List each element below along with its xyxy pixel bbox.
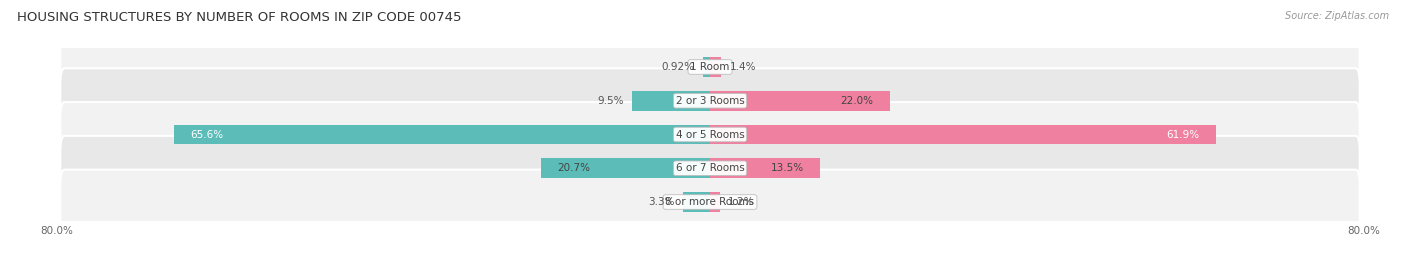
Text: HOUSING STRUCTURES BY NUMBER OF ROOMS IN ZIP CODE 00745: HOUSING STRUCTURES BY NUMBER OF ROOMS IN…	[17, 11, 461, 24]
Text: 3.3%: 3.3%	[648, 197, 675, 207]
Text: 61.9%: 61.9%	[1167, 129, 1199, 140]
Text: 1.4%: 1.4%	[730, 62, 756, 72]
FancyBboxPatch shape	[60, 136, 1360, 201]
Bar	[633, 91, 710, 111]
FancyBboxPatch shape	[60, 170, 1360, 234]
Text: Source: ZipAtlas.com: Source: ZipAtlas.com	[1285, 11, 1389, 21]
Bar	[710, 57, 721, 77]
Bar	[703, 57, 710, 77]
Text: 13.5%: 13.5%	[770, 163, 804, 173]
Bar	[710, 91, 890, 111]
FancyBboxPatch shape	[60, 170, 1360, 234]
Text: 20.7%: 20.7%	[557, 163, 591, 173]
Text: 8 or more Rooms: 8 or more Rooms	[665, 197, 755, 207]
Text: 9.5%: 9.5%	[598, 96, 624, 106]
FancyBboxPatch shape	[60, 102, 1360, 167]
Bar	[541, 158, 710, 178]
Text: 6 or 7 Rooms: 6 or 7 Rooms	[676, 163, 744, 173]
FancyBboxPatch shape	[60, 68, 1360, 133]
Text: 2 or 3 Rooms: 2 or 3 Rooms	[676, 96, 744, 106]
Text: 1 Room: 1 Room	[690, 62, 730, 72]
Text: 1.2%: 1.2%	[728, 197, 755, 207]
FancyBboxPatch shape	[60, 68, 1360, 133]
Bar	[683, 192, 710, 212]
Bar	[710, 192, 720, 212]
Text: 0.92%: 0.92%	[661, 62, 695, 72]
FancyBboxPatch shape	[60, 102, 1360, 167]
Text: 65.6%: 65.6%	[190, 129, 224, 140]
FancyBboxPatch shape	[60, 35, 1360, 99]
FancyBboxPatch shape	[60, 35, 1360, 99]
Text: 22.0%: 22.0%	[841, 96, 873, 106]
FancyBboxPatch shape	[60, 136, 1360, 201]
Bar	[174, 125, 710, 144]
Bar	[710, 125, 1216, 144]
Text: 4 or 5 Rooms: 4 or 5 Rooms	[676, 129, 744, 140]
Bar	[710, 158, 820, 178]
